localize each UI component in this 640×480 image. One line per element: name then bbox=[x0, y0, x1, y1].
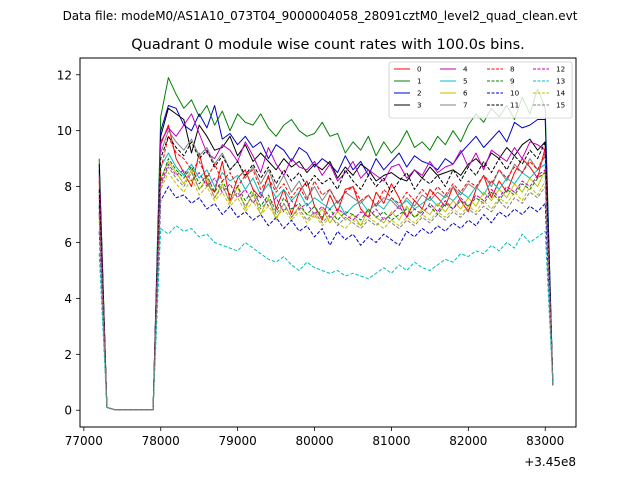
legend-label-4: 4 bbox=[463, 65, 468, 74]
legend-label-8: 8 bbox=[510, 65, 515, 74]
legend-label-12: 12 bbox=[556, 65, 565, 74]
legend-label-3: 3 bbox=[417, 101, 422, 110]
series-line-13 bbox=[98, 225, 554, 411]
series-line-15 bbox=[98, 166, 554, 411]
legend-label-0: 0 bbox=[417, 65, 422, 74]
x-tick-label: 79000 bbox=[219, 434, 257, 448]
series-layer bbox=[98, 77, 554, 411]
legend-label-7: 7 bbox=[463, 101, 468, 110]
legend-label-9: 9 bbox=[510, 77, 515, 86]
legend-label-10: 10 bbox=[510, 89, 520, 98]
chart-title: Quadrant 0 module wise count rates with … bbox=[131, 37, 525, 53]
series-line-8 bbox=[98, 135, 554, 411]
series-line-12 bbox=[98, 163, 554, 411]
x-tick-label: 83000 bbox=[526, 434, 564, 448]
series-line-6 bbox=[98, 160, 554, 411]
plot-area: 77000 78000 79000 80000 81000 82000 83000 0 2 4 6… bbox=[57, 57, 577, 469]
x-tick-label: 82000 bbox=[449, 434, 487, 448]
series-line-4 bbox=[98, 113, 554, 411]
y-tick-label: 6 bbox=[64, 236, 72, 250]
x-tick-label: 81000 bbox=[372, 434, 410, 448]
x-tick-label: 77000 bbox=[65, 434, 103, 448]
y-tick-label: 2 bbox=[64, 348, 72, 362]
legend-label-1: 1 bbox=[417, 77, 422, 86]
legend-label-11: 11 bbox=[510, 101, 519, 110]
legend-label-5: 5 bbox=[463, 77, 468, 86]
legend-label-13: 13 bbox=[556, 77, 565, 86]
x-tick-label: 78000 bbox=[142, 434, 180, 448]
series-line-7 bbox=[98, 130, 554, 411]
legend-label-14: 14 bbox=[556, 89, 566, 98]
y-tick-label: 0 bbox=[64, 404, 72, 418]
series-line-10 bbox=[98, 186, 554, 411]
y-axis: 0 2 4 6 8 10 12 bbox=[57, 68, 80, 418]
series-line-2 bbox=[98, 105, 554, 411]
x-axis: 77000 78000 79000 80000 81000 82000 83000 bbox=[65, 427, 564, 448]
legend-label-15: 15 bbox=[556, 101, 565, 110]
series-line-11 bbox=[98, 135, 554, 411]
x-tick-label: 80000 bbox=[295, 434, 333, 448]
suptitle: Data file: modeM0/AS1A10_073T04_90000040… bbox=[63, 9, 578, 23]
y-tick-label: 8 bbox=[64, 180, 72, 194]
y-tick-label: 4 bbox=[64, 292, 72, 306]
legend-frame bbox=[388, 61, 573, 119]
y-tick-label: 12 bbox=[57, 68, 72, 82]
legend-label-6: 6 bbox=[463, 89, 468, 98]
y-tick-label: 10 bbox=[57, 124, 72, 138]
series-line-3 bbox=[98, 107, 554, 411]
series-line-9 bbox=[98, 158, 554, 411]
series-line-14 bbox=[98, 172, 554, 411]
legend-label-2: 2 bbox=[417, 89, 422, 98]
x-offset-label: +3.45e8 bbox=[524, 455, 576, 469]
